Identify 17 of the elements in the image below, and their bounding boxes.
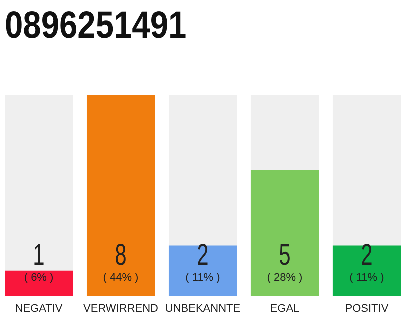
- x-tick-label: NEGATIV: [15, 303, 64, 315]
- x-tick-label: UNBEKANNTE: [165, 303, 241, 315]
- chart-title: 0896251491: [5, 4, 187, 47]
- annotation: ( 28% ): [267, 272, 303, 284]
- data-label: 8: [115, 240, 127, 272]
- x-tick-label: POSITIV: [345, 303, 390, 315]
- annotation: ( 11% ): [186, 272, 220, 284]
- data-label: 2: [361, 240, 373, 272]
- x-tick-label: VERWIRREND: [84, 303, 159, 315]
- bar: [5, 270, 74, 296]
- data-label: 1: [33, 240, 45, 272]
- data-label: 5: [279, 240, 291, 272]
- data-label: 2: [197, 240, 209, 272]
- annotation: ( 11% ): [350, 272, 384, 284]
- x-tick-label: EGAL: [270, 303, 300, 315]
- annotation: ( 44% ): [103, 272, 139, 284]
- annotation: ( 6% ): [24, 272, 54, 284]
